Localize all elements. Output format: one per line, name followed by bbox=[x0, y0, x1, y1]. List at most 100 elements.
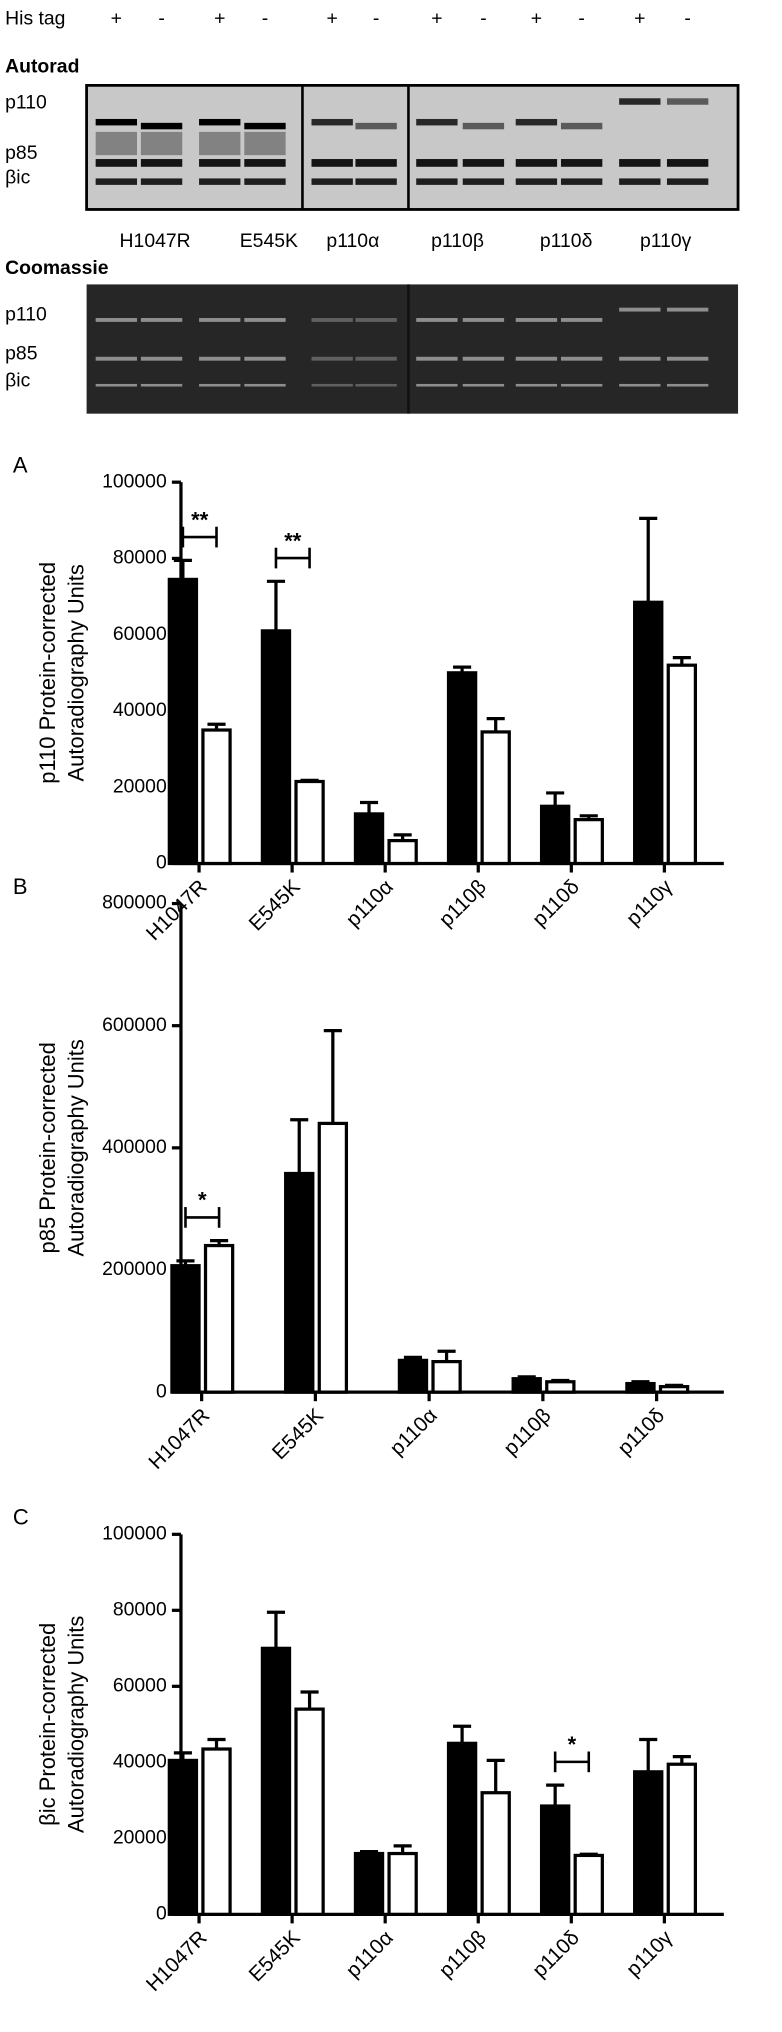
bar bbox=[511, 1377, 542, 1394]
gel-band bbox=[416, 318, 458, 322]
x-tick-label: p110γ bbox=[622, 875, 677, 930]
gel-band bbox=[666, 356, 709, 361]
y-tick-label: 0 bbox=[156, 1902, 167, 1924]
gel-band bbox=[199, 383, 241, 387]
gel-band bbox=[666, 307, 709, 312]
bar bbox=[387, 1851, 418, 1916]
gel-band bbox=[515, 356, 558, 361]
bar bbox=[260, 629, 292, 866]
y-tick-label: 20000 bbox=[113, 1826, 167, 1848]
gel-band bbox=[199, 318, 241, 322]
bar bbox=[431, 1359, 462, 1394]
y-axis-label: Autoradiography Units bbox=[63, 1616, 88, 1833]
gel-band bbox=[666, 98, 709, 105]
gel-band bbox=[515, 178, 558, 185]
gel-band bbox=[619, 98, 661, 105]
y-tick-label: 80000 bbox=[113, 547, 167, 569]
gel-band bbox=[515, 383, 558, 387]
autorad-gel bbox=[85, 84, 740, 211]
bar bbox=[353, 812, 385, 866]
y-axis-label: βic Protein-corrected bbox=[35, 1623, 60, 1826]
bar bbox=[294, 1707, 325, 1916]
bar bbox=[260, 1646, 292, 1916]
band-label: βic bbox=[5, 369, 30, 391]
gel-band bbox=[416, 383, 458, 387]
his-tag-sign: + bbox=[111, 8, 122, 30]
gel-band bbox=[355, 383, 397, 387]
gel-band bbox=[666, 383, 709, 387]
gel-band bbox=[666, 159, 709, 167]
gel-band bbox=[244, 178, 286, 185]
lane-group-label: p110β bbox=[431, 230, 484, 252]
gel-band bbox=[95, 131, 138, 156]
gel-band bbox=[560, 318, 603, 322]
x-tick-label: H1047R bbox=[142, 1926, 212, 1996]
gel-band bbox=[355, 159, 397, 167]
his-tag-label: His tag bbox=[5, 8, 65, 30]
bar bbox=[203, 1243, 235, 1394]
bar bbox=[633, 600, 664, 866]
his-tag-sign: - bbox=[480, 8, 486, 30]
y-tick-label: 100000 bbox=[102, 1522, 167, 1544]
gel-band bbox=[199, 178, 241, 185]
y-tick-label: 40000 bbox=[113, 699, 167, 721]
y-axis-label: p110 Protein-corrected bbox=[35, 562, 60, 784]
gel-band bbox=[462, 122, 505, 130]
bar bbox=[573, 1853, 604, 1916]
bar bbox=[480, 730, 511, 866]
gel-band bbox=[619, 383, 661, 387]
his-tag-sign: - bbox=[158, 8, 164, 30]
y-tick-label: 200000 bbox=[102, 1258, 167, 1280]
gel-band bbox=[355, 356, 397, 361]
lane-group-label: p110γ bbox=[640, 230, 692, 252]
gel-band bbox=[560, 159, 603, 167]
gel-band bbox=[560, 178, 603, 185]
his-tag-sign: + bbox=[634, 8, 645, 30]
bar bbox=[633, 1770, 664, 1916]
gel-band bbox=[95, 178, 138, 185]
gel-band bbox=[95, 118, 138, 126]
gel-band bbox=[515, 118, 558, 126]
band-label: p110 bbox=[5, 92, 47, 114]
his-tag-sign: - bbox=[262, 8, 268, 30]
bar bbox=[201, 1747, 232, 1916]
bar bbox=[480, 1791, 511, 1916]
gel-band bbox=[140, 318, 183, 322]
gel-band bbox=[619, 159, 661, 167]
gel-band bbox=[140, 356, 183, 361]
gel-band bbox=[619, 178, 661, 185]
bar bbox=[625, 1381, 656, 1394]
gel-band bbox=[416, 178, 458, 185]
autorad-frame bbox=[85, 84, 740, 211]
panel-label: B bbox=[13, 874, 28, 899]
gel-band bbox=[515, 159, 558, 167]
gel-band bbox=[244, 122, 286, 130]
x-tick-label: H1047R bbox=[144, 1404, 214, 1474]
gel-band bbox=[95, 318, 138, 322]
y-tick-label: 800000 bbox=[102, 892, 167, 914]
gel-bands bbox=[95, 98, 709, 387]
x-tick-label: p110δ bbox=[528, 875, 584, 931]
bar bbox=[446, 671, 478, 866]
coomassie-title: Coomassie bbox=[5, 257, 109, 279]
panel-label: C bbox=[13, 1505, 29, 1530]
autorad-title: Autorad bbox=[5, 55, 79, 77]
x-tick-label: E545K bbox=[268, 1404, 328, 1464]
x-tick-label: p110β bbox=[435, 1926, 491, 1982]
y-tick-label: 60000 bbox=[113, 623, 167, 645]
bar bbox=[397, 1358, 429, 1394]
gel-band bbox=[199, 159, 241, 167]
band-label: p85 bbox=[5, 142, 37, 164]
y-axis-label: Autoradiography Units bbox=[63, 1039, 88, 1256]
y-tick-label: 600000 bbox=[102, 1014, 167, 1036]
bar bbox=[387, 838, 418, 866]
gel-band bbox=[199, 118, 241, 126]
his-tag-sign: - bbox=[578, 8, 584, 30]
y-tick-label: 100000 bbox=[102, 470, 167, 492]
gel-band bbox=[199, 356, 241, 361]
bar bbox=[167, 1758, 199, 1916]
gel-band bbox=[140, 383, 183, 387]
y-axis-label: Autoradiography Units bbox=[63, 564, 88, 781]
gel-band bbox=[560, 356, 603, 361]
